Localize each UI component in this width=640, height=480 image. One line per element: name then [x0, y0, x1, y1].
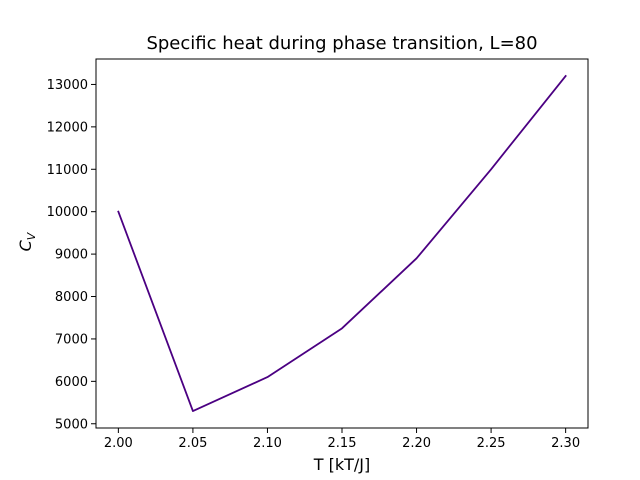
y-tick-label-0: 5000	[55, 417, 88, 432]
x-tick-label-6: 2.30	[551, 436, 580, 451]
svg-text:CV: CV	[16, 231, 38, 251]
plot-frame	[95, 58, 589, 429]
x-tick-label-1: 2.05	[178, 436, 207, 451]
chart-title: Specific heat during phase transition, L…	[146, 33, 537, 54]
plot-area: 2.00 2.05 2.10 2.15 2.20 2.25 2.30 5000 6000 7000…	[47, 58, 589, 451]
y-tick-label-6: 11000	[47, 163, 88, 178]
x-tick-label-3: 2.15	[328, 436, 357, 451]
x-tick-label-4: 2.20	[402, 436, 431, 451]
y-tick-label-8: 13000	[47, 78, 88, 93]
y-axis-title: CV	[16, 231, 38, 251]
y-axis-title-subscript: V	[25, 231, 38, 240]
y-tick-label-1: 6000	[55, 375, 88, 390]
y-tick-label-5: 10000	[47, 205, 88, 220]
series-line-0	[117, 74, 567, 412]
y-tick-label-7: 12000	[47, 120, 88, 135]
x-tick-label-2: 2.10	[253, 436, 282, 451]
x-tick-label-0: 2.00	[104, 436, 133, 451]
y-axis-title-main: C	[16, 239, 35, 251]
y-tick-label-3: 8000	[55, 290, 88, 305]
x-axis-title: T [kT/J]	[313, 455, 371, 474]
y-tick-label-2: 7000	[55, 332, 88, 347]
y-tick-label-4: 9000	[55, 248, 88, 263]
x-tick-label-5: 2.25	[477, 436, 506, 451]
